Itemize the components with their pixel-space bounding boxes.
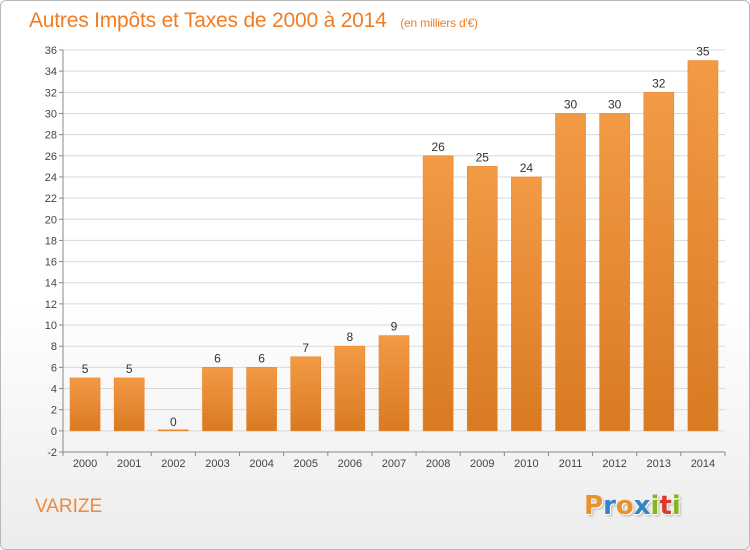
commune-name: VARIZE: [35, 496, 103, 517]
logo-letter: t: [659, 491, 672, 521]
data-label-2013: 32: [652, 76, 666, 90]
y-tick-label: 8: [51, 341, 57, 353]
bar-2004: [246, 367, 277, 432]
bar-2003: [202, 367, 233, 432]
x-tick-label-2009: 2009: [470, 458, 494, 470]
data-label-2014: 35: [696, 45, 710, 59]
y-tick-label: 0: [51, 426, 57, 438]
y-tick-label: 36: [45, 45, 57, 57]
chart-title-text: Autres Impôts et Taxes de 2000 à 2014: [29, 9, 387, 32]
data-label-2008: 26: [431, 140, 445, 154]
x-tick-label-2008: 2008: [426, 458, 450, 470]
bars: [69, 60, 719, 432]
y-tick-label: 20: [45, 214, 57, 226]
bar-2006: [334, 345, 366, 432]
data-label-2005: 7: [302, 341, 309, 355]
logo-letter: o: [615, 491, 634, 521]
bar-2014: [687, 60, 719, 432]
bar-2011: [555, 113, 586, 432]
y-tick-label: 34: [45, 66, 57, 78]
labels: -202468101214161820222426283032343652000…: [45, 45, 715, 470]
x-tick-label-2010: 2010: [514, 458, 538, 470]
y-tick-label: 22: [45, 193, 57, 205]
x-tick-label-2004: 2004: [249, 458, 273, 470]
y-tick-label: 18: [45, 235, 57, 247]
data-label-2007: 9: [391, 320, 398, 334]
x-tick-label-2005: 2005: [293, 458, 317, 470]
x-tick-label-2003: 2003: [205, 458, 229, 470]
logo-letter: i: [671, 491, 681, 521]
x-tick-label-2011: 2011: [559, 458, 583, 470]
data-label-2001: 5: [126, 362, 133, 376]
y-tick-label: 26: [45, 151, 57, 163]
x-tick-label-2002: 2002: [161, 458, 185, 470]
x-tick-label-2001: 2001: [117, 458, 141, 470]
chart-title: Autres Impôts et Taxes de 2000 à 2014 (e…: [29, 9, 478, 33]
data-label-2006: 8: [347, 330, 354, 344]
bar-2009: [466, 166, 498, 432]
data-label-2004: 6: [258, 351, 265, 365]
logo-letter: x: [633, 491, 651, 521]
x-tick-label-2013: 2013: [647, 458, 671, 470]
y-tick-label: 30: [45, 108, 57, 120]
y-tick-label: 12: [45, 299, 57, 311]
data-label-2009: 25: [476, 150, 490, 164]
logo-letter: i: [650, 491, 660, 521]
data-label-2003: 6: [214, 351, 221, 365]
bar-2007: [378, 335, 410, 432]
proxiti-logo: Proxiti: [584, 491, 681, 521]
x-tick-label-2014: 2014: [691, 458, 715, 470]
data-label-2002: 0: [170, 415, 177, 429]
x-tick-label-2007: 2007: [382, 458, 406, 470]
y-tick-label: 10: [45, 320, 57, 332]
bar-2010: [511, 176, 542, 432]
y-tick-label: 28: [45, 130, 57, 142]
bar-2013: [643, 92, 675, 432]
y-tick-label: 4: [51, 384, 57, 396]
chart-unit-text: (en milliers d'€): [400, 16, 478, 30]
logo-letter: r: [603, 491, 616, 521]
y-tick-label: 14: [45, 278, 57, 290]
bar-2008: [422, 155, 454, 432]
y-tick-label: 6: [51, 362, 57, 374]
bar-2002: [158, 429, 189, 432]
bar-2005: [290, 356, 322, 432]
data-label-2010: 24: [520, 161, 534, 175]
y-tick-label: 32: [45, 87, 57, 99]
x-tick-label-2006: 2006: [338, 458, 362, 470]
bar-2000: [69, 377, 101, 432]
logo-letter: P: [584, 491, 604, 521]
bar-2001: [113, 377, 145, 432]
y-tick-label: -2: [47, 447, 57, 459]
y-tick-label: 16: [45, 257, 57, 269]
bar-2012: [599, 113, 630, 432]
x-tick-label-2000: 2000: [73, 458, 97, 470]
axes: [59, 49, 726, 456]
data-label-2012: 30: [608, 97, 622, 111]
data-label-2000: 5: [82, 362, 89, 376]
data-label-2011: 30: [564, 97, 578, 111]
y-tick-label: 2: [51, 405, 57, 417]
x-tick-label-2012: 2012: [602, 458, 626, 470]
y-tick-label: 24: [45, 172, 57, 184]
